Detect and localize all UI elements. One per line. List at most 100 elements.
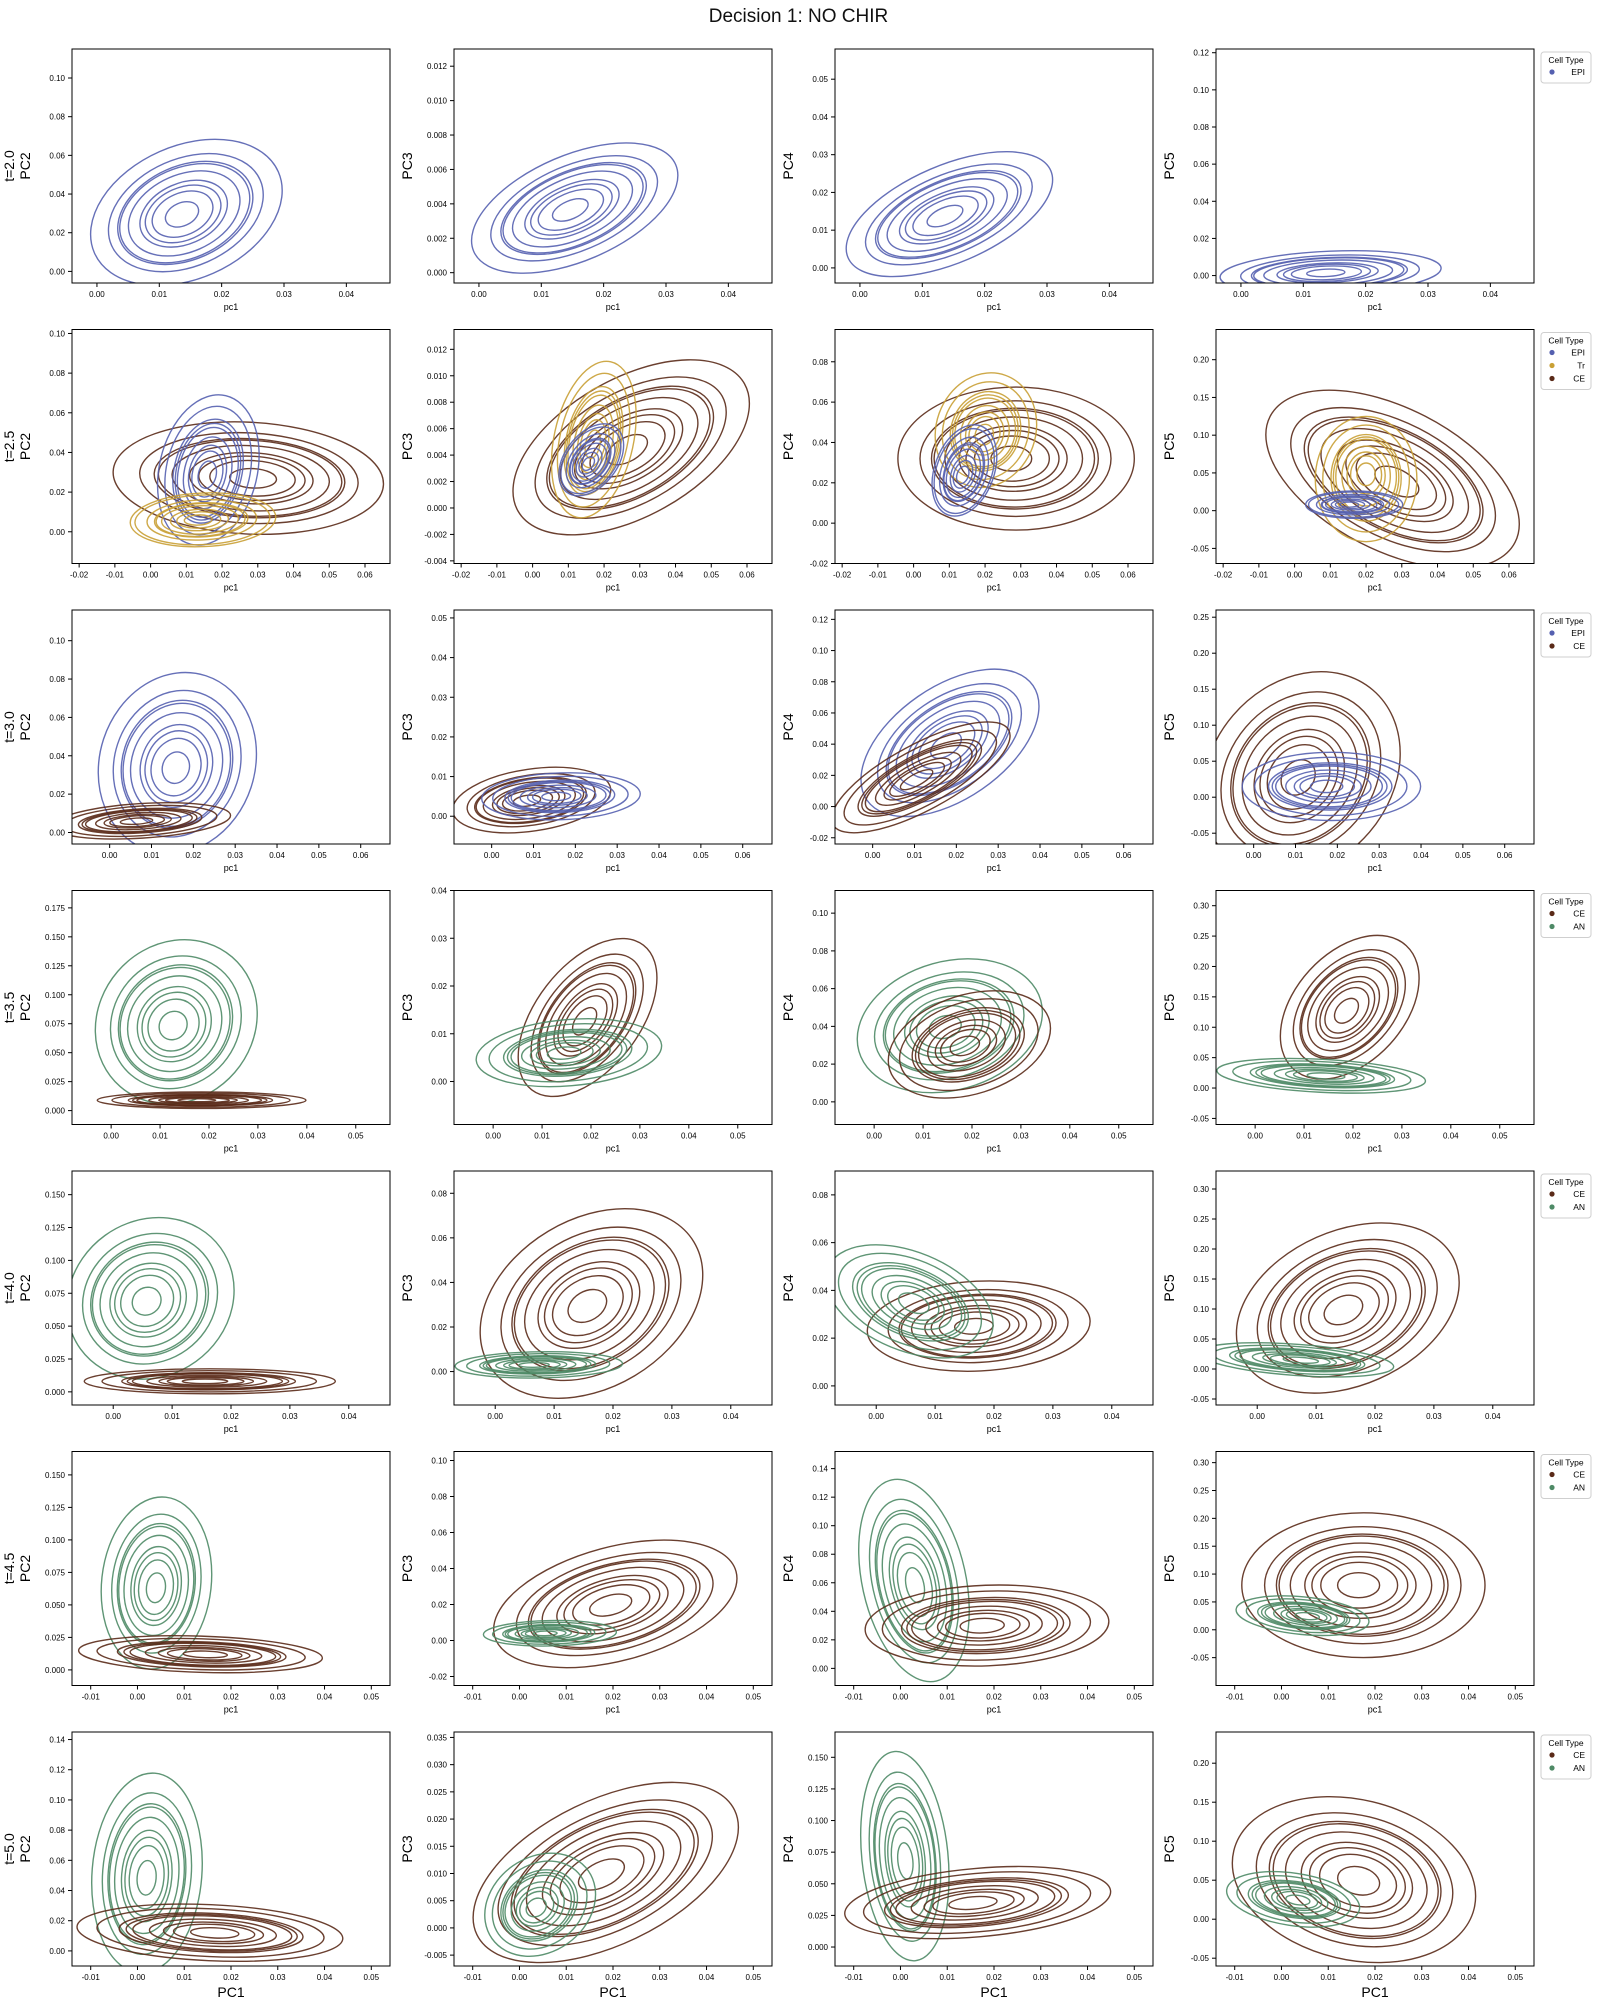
y-tick-label: 0.00 <box>1193 1915 1209 1924</box>
x-tick-label: 0.00 <box>512 1693 528 1702</box>
contour-ce-level-6 <box>1278 1535 1445 1635</box>
contour-ce-level-3 <box>157 1646 251 1662</box>
contour-an-level-6 <box>876 1512 953 1652</box>
row-time-label: t=4.5 <box>1 1553 17 1585</box>
y-tick-label: 0.10 <box>1193 1570 1209 1579</box>
x-tick-label: 0.02 <box>949 851 965 860</box>
contour-tr-level-1 <box>183 514 213 526</box>
contour-ce-level-4 <box>1315 975 1381 1043</box>
legend-label-ce: CE <box>1573 1470 1585 1480</box>
contour-epi-level-9 <box>1304 490 1404 519</box>
contour-ce-level-6 <box>513 1239 667 1370</box>
contour-an-level-2 <box>887 1285 940 1321</box>
contour-an-level-2 <box>896 1551 934 1618</box>
x-tick-label: 0.05 <box>1084 571 1100 580</box>
contour-an-level-9 <box>1216 1057 1427 1094</box>
y-tick-label: 0.04 <box>431 887 447 896</box>
y-tick-label: 0.02 <box>812 771 828 780</box>
legend-marker-ce <box>1549 1191 1555 1197</box>
contour-ce-level-8 <box>1290 406 1497 553</box>
contour-ce-level-2 <box>166 1648 243 1661</box>
contour-ce-level-7 <box>121 1372 297 1391</box>
x-tick-label: 0.02 <box>1345 1132 1361 1141</box>
contour-an-level-3 <box>1280 1607 1332 1625</box>
contour-ce-level-6 <box>914 1009 1021 1081</box>
y-tick-label: 0.012 <box>427 62 448 71</box>
legend-title: Cell Type <box>1548 1738 1584 1748</box>
contour-ce-level-9 <box>479 1207 704 1399</box>
y-tick-label: 0.08 <box>49 675 65 684</box>
y-tick-label: 0.00 <box>1193 272 1209 281</box>
contour-an-level-8 <box>466 1352 611 1377</box>
y-axis-label: PC4 <box>780 152 796 179</box>
contour-ce-level-3 <box>923 1888 1025 1918</box>
contour-an-level-9 <box>90 1772 203 1966</box>
contour-ce-level-7 <box>1268 1820 1442 1940</box>
y-tick-label: 0.12 <box>812 1493 828 1502</box>
x-tick-label: 0.00 <box>102 851 118 860</box>
contour-ce-level-1 <box>119 817 154 826</box>
contour-ce-level-2 <box>172 1923 256 1943</box>
contour-an-level-1 <box>1294 1611 1321 1621</box>
contour-an-level-1 <box>131 1286 162 1316</box>
panel-r0-c3: 0.00 0.01 0.02 0.03 0.04 0.00 0.02 0.04 0.06 0.08… <box>1161 48 1535 312</box>
contour-ce-level-8 <box>96 1637 306 1671</box>
contour-an-level-9 <box>94 939 258 1105</box>
contour-ce-level-4 <box>144 1644 263 1664</box>
y-tick-label: 0.050 <box>808 1880 829 1889</box>
y-axis-label: PC5 <box>1161 1555 1177 1582</box>
contour-an-level-7 <box>1249 1063 1396 1089</box>
legend-marker-an <box>1549 923 1555 930</box>
x-tick-label: 0.05 <box>311 851 327 860</box>
contour-epi-level-6 <box>877 171 1019 258</box>
contour-ce-level-5 <box>84 809 193 833</box>
contour-ce-level-6 <box>1300 959 1397 1058</box>
contour-an-level-1 <box>136 1859 157 1896</box>
y-tick-label: -0.002 <box>424 530 447 539</box>
legend-title: Cell Type <box>1548 616 1584 626</box>
contour-ce-level-4 <box>148 1918 278 1948</box>
contour-an-level-9 <box>1216 1342 1395 1378</box>
legend-marker-epi <box>1549 69 1555 75</box>
x-tick-label: 0.02 <box>223 1693 239 1702</box>
contour-an-level-4 <box>1263 1885 1329 1914</box>
contour-epi-level-5 <box>176 426 239 518</box>
y-axis-label: PC5 <box>1161 152 1177 179</box>
contour-ce-level-2 <box>559 1845 645 1904</box>
panel-r1-c1: -0.02 -0.01 0.00 0.01 0.02 0.03 0.04 0.05 0.06 -0… <box>399 329 773 593</box>
x-tick-label: 0.06 <box>357 571 373 580</box>
contour-an-level-3 <box>114 1267 182 1334</box>
contour-ce-level-1 <box>948 1895 998 1911</box>
x-tick-label: -0.01 <box>1226 1693 1245 1702</box>
y-tick-label: 0.10 <box>1193 1837 1209 1846</box>
legend-marker-ce <box>1549 1471 1555 1478</box>
y-tick-label: 0.08 <box>49 369 65 378</box>
y-axis-label: PC4 <box>780 994 796 1021</box>
contour-ce-level-7 <box>118 1912 304 1954</box>
contour-ce-level-8 <box>1255 1812 1454 1948</box>
x-tick-label: 0.01 <box>526 851 542 860</box>
axes-frame <box>834 609 1154 845</box>
contour-epi-level-5 <box>510 781 607 812</box>
y-tick-label: 0.10 <box>812 909 828 918</box>
y-tick-label: 0.25 <box>1193 1215 1209 1224</box>
contour-ce-level-5 <box>895 1880 1056 1925</box>
x-axis-label: pc1 <box>224 863 239 873</box>
contour-ce-level-7 <box>473 776 587 825</box>
x-tick-label: 0.03 <box>1033 1693 1049 1702</box>
contour-ce-level-6 <box>861 741 978 815</box>
contour-ce-level-4 <box>146 1374 268 1388</box>
y-tick-label: 0.05 <box>431 614 447 623</box>
contour-epi-level-8 <box>933 427 995 515</box>
y-tick-label: 0.20 <box>1193 1514 1209 1523</box>
x-tick-label: 0.04 <box>651 851 667 860</box>
contour-ce-level-2 <box>889 761 946 797</box>
x-tick-label: 0.05 <box>1465 571 1481 580</box>
contour-epi-level-1 <box>161 751 191 785</box>
x-axis-label: pc1 <box>1368 302 1383 312</box>
contour-epi-level-9 <box>931 424 998 517</box>
x-axis-label: pc1 <box>1368 1424 1383 1434</box>
axes-frame <box>1215 48 1535 284</box>
x-axis-label: pc1 <box>987 583 1002 593</box>
y-tick-label: 0.00 <box>812 264 828 273</box>
